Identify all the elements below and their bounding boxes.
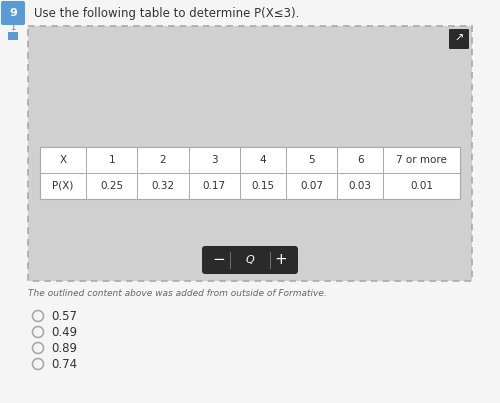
Text: 0.01: 0.01 <box>410 181 433 191</box>
Text: 1: 1 <box>108 155 115 165</box>
Text: 0.17: 0.17 <box>202 181 226 191</box>
Text: ↗: ↗ <box>454 34 464 44</box>
Text: 0.32: 0.32 <box>152 181 174 191</box>
Bar <box>8 32 18 40</box>
FancyBboxPatch shape <box>202 246 298 274</box>
Text: 2: 2 <box>160 155 166 165</box>
Text: 3: 3 <box>211 155 218 165</box>
Text: P(X): P(X) <box>52 181 74 191</box>
Bar <box>28 26 472 281</box>
Text: 0.57: 0.57 <box>52 310 78 322</box>
Text: −: − <box>212 253 226 268</box>
Text: Use the following table to determine P(X≤3).: Use the following table to determine P(X… <box>34 6 299 19</box>
FancyBboxPatch shape <box>1 1 25 25</box>
Text: 5: 5 <box>308 155 315 165</box>
Text: 7 or more: 7 or more <box>396 155 447 165</box>
Text: 1: 1 <box>10 23 16 33</box>
Bar <box>40 147 460 199</box>
Text: 0.49: 0.49 <box>52 326 78 339</box>
Text: 9: 9 <box>9 8 17 19</box>
FancyBboxPatch shape <box>449 29 469 49</box>
Text: 0.03: 0.03 <box>348 181 372 191</box>
Text: +: + <box>274 253 287 268</box>
Text: Q: Q <box>246 255 254 265</box>
Text: 4: 4 <box>260 155 266 165</box>
Text: 0.74: 0.74 <box>52 357 78 370</box>
Text: 0.25: 0.25 <box>100 181 124 191</box>
Text: 6: 6 <box>357 155 364 165</box>
Text: 0.15: 0.15 <box>251 181 274 191</box>
Text: The outlined content above was added from outside of Formative.: The outlined content above was added fro… <box>28 289 327 298</box>
Text: 0.89: 0.89 <box>52 341 78 355</box>
Text: 0.07: 0.07 <box>300 181 323 191</box>
Text: X: X <box>60 155 66 165</box>
